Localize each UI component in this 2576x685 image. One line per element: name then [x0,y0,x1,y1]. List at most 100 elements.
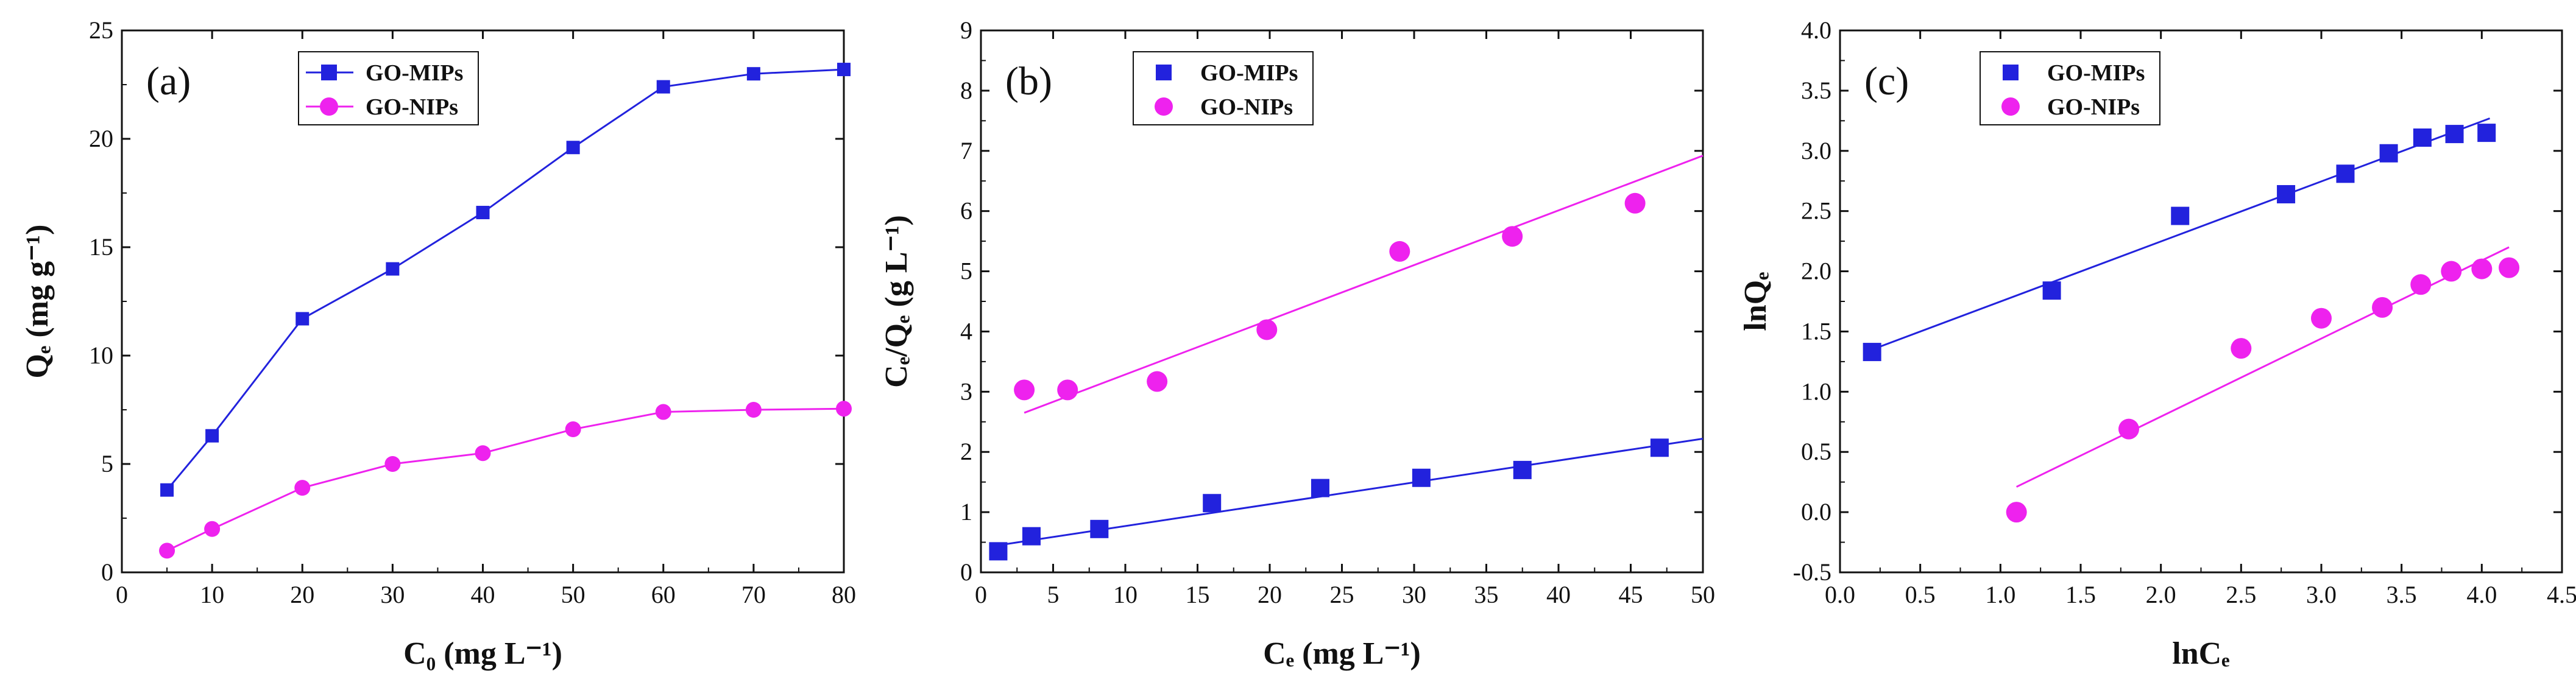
data-point-GO-MIPs [746,67,760,81]
y-tick-label: 0.5 [1801,438,1831,465]
y-tick-label: 2.5 [1801,197,1831,225]
x-tick-label: 4.0 [2466,581,2497,608]
y-tick-label: -0.5 [1793,558,1831,586]
series-line-GO-NIPs [166,407,844,552]
y-tick-label: 0 [101,558,113,586]
data-point-GO-MIPs [2042,281,2061,300]
data-point-GO-MIPs [989,542,1008,561]
x-tick-label: 30 [380,581,405,608]
data-point-GO-MIPs [295,312,310,326]
data-point-GO-NIPs [1389,241,1410,262]
y-tick-label: 5 [101,450,113,477]
data-point-GO-MIPs [205,429,219,443]
legend: GO-MIPs GO-NIPs [1980,51,2160,125]
data-point-GO-NIPs [2441,261,2462,282]
y-tick-label: 9 [960,16,972,44]
legend-marker [321,65,337,80]
x-tick-label: 40 [471,581,495,608]
x-tick-label: 50 [561,581,586,608]
data-point-GO-NIPs [655,404,671,420]
x-tick-label: 0.5 [1905,581,1936,608]
y-axis-title: Cₑ/Qₑ (g L⁻¹) [879,215,914,388]
data-point-GO-NIPs [565,421,581,438]
data-point-GO-MIPs [1513,460,1532,479]
x-tick-label: 20 [290,581,314,608]
fit-line-GO-NIPs [1024,155,1704,414]
y-axis-title: lnQₑ [1738,272,1773,331]
x-tick-label: 70 [741,581,766,608]
fit-line-GO-NIPs [2016,246,2510,488]
x-tick-label: 1.0 [1985,581,2015,608]
data-point-GO-NIPs [1147,371,1168,392]
y-axis-title: Qₑ (mg g⁻¹) [20,225,55,379]
data-point-GO-MIPs [160,483,174,497]
x-tick-label: 20 [1258,581,1282,608]
data-point-GO-NIPs [159,543,175,559]
data-point-GO-NIPs [836,401,852,417]
y-tick-label: 4.0 [1801,16,1831,44]
plot-frame [1839,29,2563,574]
legend-label: GO-MIPs [2047,60,2145,86]
plot-frame [121,29,845,574]
data-point-GO-MIPs [2477,124,2496,142]
y-tick-label: 3.5 [1801,77,1831,104]
y-tick-label: 2 [960,438,972,465]
x-tick-label: 5 [1047,581,1060,608]
data-point-GO-NIPs [2471,258,2493,279]
legend-label: GO-NIPs [1200,94,1293,120]
x-tick-label: 1.5 [2065,581,2096,608]
y-tick-label: 3 [960,378,972,405]
y-tick-label: 0 [960,558,972,586]
data-point-GO-MIPs [1022,527,1041,546]
legend-label: GO-NIPs [366,94,458,120]
x-tick-label: 60 [651,581,676,608]
data-point-GO-NIPs [2231,338,2252,359]
data-point-GO-NIPs [1624,192,1646,214]
data-point-GO-MIPs [566,141,580,155]
legend-marker [320,97,338,116]
legend-label: GO-MIPs [1200,60,1298,86]
data-point-GO-NIPs [204,521,221,537]
data-point-GO-MIPs [476,206,490,220]
panel-label: (a) [146,59,191,104]
data-point-GO-MIPs [2379,144,2398,163]
x-tick-label: 30 [1402,581,1426,608]
y-tick-label: 20 [89,125,113,152]
y-tick-label: 5 [960,258,972,285]
data-point-GO-MIPs [656,80,670,94]
data-point-GO-MIPs [1412,468,1431,487]
data-point-GO-NIPs [475,445,491,462]
plot-frame [980,29,1704,574]
data-point-GO-MIPs [1090,519,1109,538]
legend: GO-MIPs GO-NIPs [1133,51,1314,125]
y-tick-label: 10 [89,342,113,369]
x-tick-label: 10 [1113,581,1138,608]
y-tick-label: 8 [960,77,972,104]
y-tick-label: 2.0 [1801,258,1831,285]
x-tick-label: 10 [200,581,224,608]
data-point-GO-MIPs [2413,128,2432,147]
legend-marker [1155,97,1173,116]
data-point-GO-MIPs [1863,343,1881,362]
x-axis-title: Cₑ (mg L⁻¹) [1263,636,1421,671]
legend-label: GO-MIPs [366,60,463,86]
data-point-GO-NIPs [1256,319,1278,340]
data-point-GO-MIPs [2171,206,2190,225]
x-tick-label: 2.5 [2226,581,2256,608]
fit-line-GO-MIPs [998,437,1704,546]
panel-label: (b) [1005,59,1052,104]
x-tick-label: 25 [1330,581,1354,608]
y-tick-label: 1.0 [1801,378,1831,405]
y-tick-label: 15 [89,233,113,261]
panel-c-chart: 0.0 0.5 1.0 1.5 2.0 2.5 3.0 3.5 4.0 4.5-0.50.00.5… [1738,16,2576,671]
y-tick-label: 1 [960,498,972,525]
data-point-GO-NIPs [1014,379,1035,401]
data-point-GO-NIPs [384,456,401,472]
y-tick-label: 6 [960,197,972,225]
data-point-GO-MIPs [2277,184,2296,203]
legend-label: GO-NIPs [2047,94,2140,120]
x-axis-title: C₀ (mg L⁻¹) [403,636,562,671]
x-tick-label: 3.0 [2306,581,2337,608]
